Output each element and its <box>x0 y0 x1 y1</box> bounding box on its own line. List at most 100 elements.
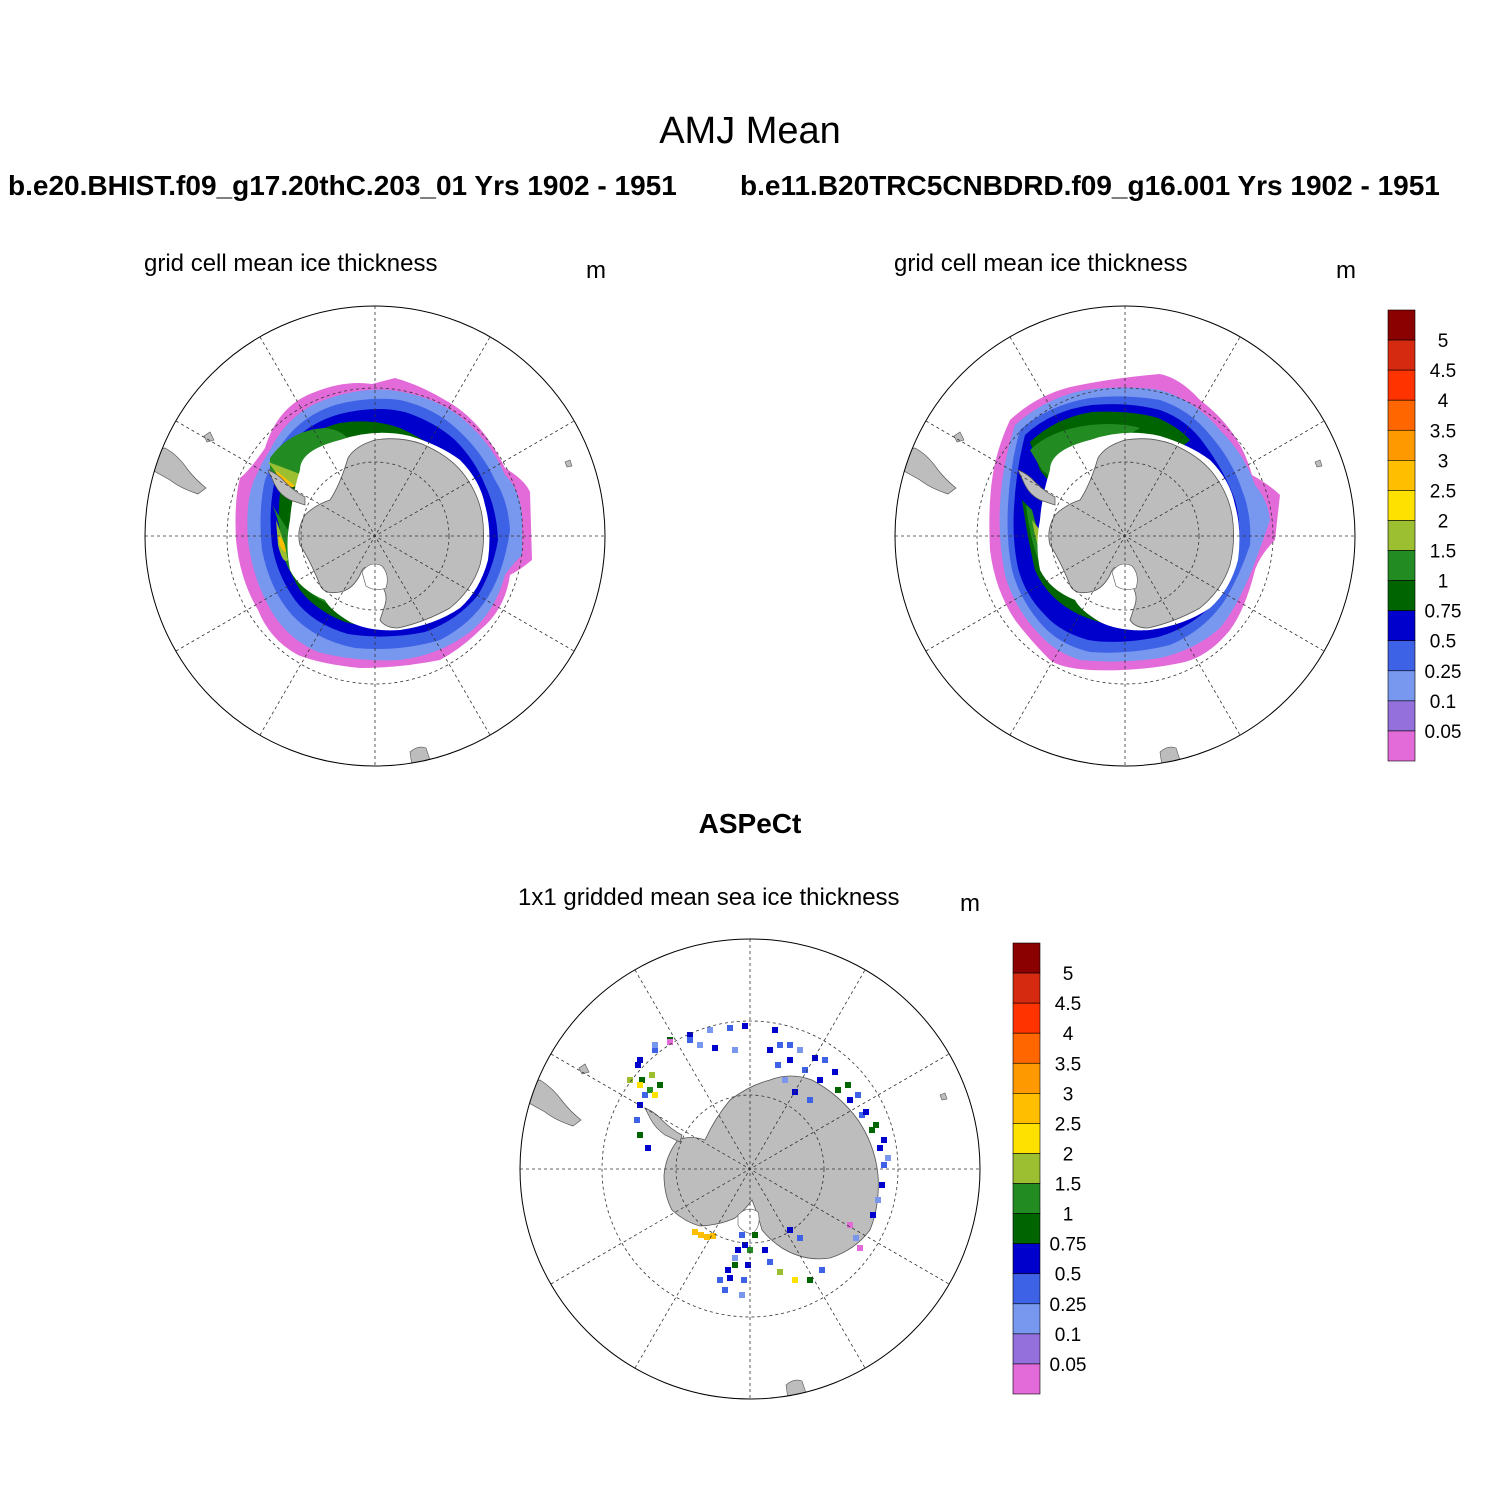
observation-cell <box>627 1077 633 1083</box>
observation-cell <box>725 1267 731 1273</box>
observation-cell <box>869 1127 875 1133</box>
colorbar-bottom-swatch <box>1012 1333 1041 1365</box>
observation-cell <box>707 1027 713 1033</box>
observation-cell <box>667 1039 673 1045</box>
colorbar-bottom-label: 3 <box>1063 1084 1074 1105</box>
observation-cell <box>717 1277 723 1283</box>
observation-cell <box>859 1112 865 1118</box>
observation-cell <box>687 1037 693 1043</box>
observation-cell <box>792 1089 798 1095</box>
colorbar-bottom-label: 4.5 <box>1055 994 1081 1015</box>
colorbar-bottom-swatch <box>1012 1093 1041 1124</box>
observation-cell <box>875 1197 881 1203</box>
colorbar-bottom-swatch <box>1012 1153 1041 1184</box>
observation-cell <box>732 1047 738 1053</box>
observation-cell <box>697 1042 703 1048</box>
antarctica-right <box>1017 432 1240 631</box>
observation-cell <box>787 1057 793 1063</box>
colorbar-bottom-label: 1 <box>1063 1205 1074 1226</box>
colorbar-top-label: 0.1 <box>1430 692 1456 713</box>
map-panel-left <box>144 305 606 767</box>
colorbar-bottom-label: 0.05 <box>1050 1355 1087 1376</box>
units-bottom: m <box>960 890 980 917</box>
observation-cell <box>873 1122 879 1128</box>
observation-cell <box>807 1097 813 1103</box>
colorbar-top-swatch <box>1387 580 1416 611</box>
variable-title-left: grid cell mean ice thickness <box>144 250 438 277</box>
observation-cell <box>777 1269 783 1275</box>
colorbar-top-swatch <box>1387 460 1416 491</box>
observation-cell <box>652 1047 658 1053</box>
colorbar-top-swatch <box>1387 610 1416 642</box>
observation-cell <box>639 1077 645 1083</box>
colorbar-top-swatch <box>1387 640 1416 672</box>
observation-cell <box>704 1234 710 1240</box>
observation-cell <box>792 1277 798 1283</box>
colorbar-bottom-swatch <box>1012 972 1041 1004</box>
observation-cell <box>877 1145 883 1151</box>
colorbar-bottom-swatch <box>1012 1273 1041 1305</box>
observation-cell <box>645 1145 651 1151</box>
variable-title-bottom: 1x1 gridded mean sea ice thickness <box>518 884 900 911</box>
colorbar-bottom-label: 0.1 <box>1055 1325 1081 1346</box>
colorbar-bottom-label: 0.25 <box>1050 1295 1087 1316</box>
observation-cell <box>732 1262 738 1268</box>
antarctica-bottom <box>644 1075 879 1260</box>
colorbar-top-swatch <box>1387 490 1416 521</box>
observation-cell <box>698 1232 704 1238</box>
observation-cell <box>652 1042 658 1048</box>
colorbar-top-label: 1 <box>1438 572 1449 593</box>
observation-cell <box>802 1067 808 1073</box>
colorbar-top-swatch <box>1387 429 1416 461</box>
observation-cell <box>637 1082 643 1088</box>
colorbar-top-label: 2 <box>1438 511 1449 532</box>
colorbar-top-swatch <box>1387 730 1416 762</box>
observation-cell <box>879 1182 885 1188</box>
colorbar-top-label: 0.5 <box>1430 632 1456 653</box>
colorbar-top-label: 0.05 <box>1425 722 1462 743</box>
colorbar-top-swatch <box>1387 700 1416 732</box>
observation-cell <box>649 1072 655 1078</box>
units-right: m <box>1336 257 1356 284</box>
observation-cell <box>745 1262 751 1268</box>
observation-cell <box>739 1292 745 1298</box>
observation-cell <box>812 1055 818 1061</box>
colorbar-bottom-label: 0.5 <box>1055 1265 1081 1286</box>
observation-cell <box>767 1259 773 1265</box>
island-right-right <box>1314 459 1323 468</box>
colorbar-bottom-label: 4 <box>1063 1024 1074 1045</box>
map-boundary-right <box>894 305 1356 767</box>
observation-cell <box>727 1025 733 1031</box>
observation-cell <box>787 1042 793 1048</box>
observation-cell <box>762 1247 768 1253</box>
graticule-bottom <box>520 939 980 1399</box>
observation-cell <box>863 1109 869 1115</box>
observation-cell <box>742 1242 748 1248</box>
colorbar-top-label: 1.5 <box>1430 542 1456 563</box>
colorbar-top-swatch <box>1387 339 1416 371</box>
colorbar-top-label: 3.5 <box>1430 421 1456 442</box>
colorbar-top-swatch <box>1387 520 1416 551</box>
colorbar-top-swatch <box>1387 670 1416 702</box>
antarctica-left <box>267 432 490 631</box>
observation-cell <box>835 1087 841 1093</box>
units-left: m <box>586 257 606 284</box>
observation-cell <box>847 1222 853 1228</box>
colorbar-top-label: 4 <box>1438 391 1449 412</box>
map-panel-bottom <box>519 938 981 1400</box>
colorbar-top-swatch <box>1387 399 1416 431</box>
observation-cell <box>735 1247 741 1253</box>
observation-cell <box>775 1062 781 1068</box>
observation-cell <box>885 1155 891 1161</box>
observation-cell <box>637 1057 643 1063</box>
variable-title-right: grid cell mean ice thickness <box>894 250 1188 277</box>
colorbar-bottom-swatch <box>1012 1002 1041 1034</box>
colorbar-bottom-swatch <box>1012 1183 1041 1214</box>
colorbar-top-label: 4.5 <box>1430 361 1456 382</box>
colorbar-top-label: 0.25 <box>1425 662 1462 683</box>
observation-cell <box>727 1275 733 1281</box>
map-boundary-left <box>144 305 606 767</box>
main-title: AMJ Mean <box>659 110 841 152</box>
observation-cell <box>782 1077 788 1083</box>
